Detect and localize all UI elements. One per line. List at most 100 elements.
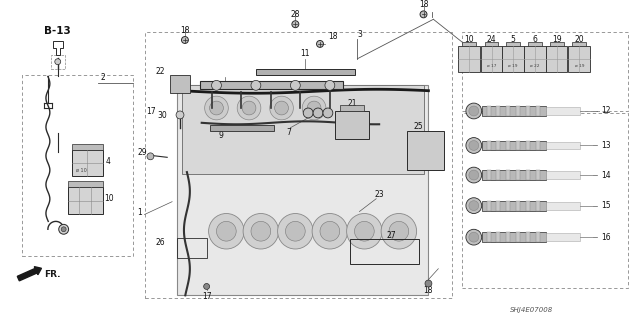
Bar: [482, 232, 546, 242]
Text: 11: 11: [300, 49, 310, 58]
Text: 10: 10: [104, 194, 114, 203]
Circle shape: [204, 284, 209, 289]
Text: 29: 29: [138, 148, 147, 157]
Bar: [72, 151, 103, 176]
Bar: [68, 181, 103, 187]
Bar: [177, 238, 207, 258]
Circle shape: [312, 213, 348, 249]
Bar: [528, 42, 542, 46]
Bar: [462, 32, 628, 111]
Circle shape: [466, 137, 482, 153]
Text: 12: 12: [601, 107, 611, 115]
Text: 30: 30: [157, 111, 167, 120]
Circle shape: [212, 80, 221, 90]
Circle shape: [291, 80, 300, 90]
Bar: [506, 232, 510, 242]
Bar: [526, 106, 530, 116]
Circle shape: [317, 41, 323, 48]
Text: FR.: FR.: [44, 270, 60, 279]
Bar: [407, 131, 444, 170]
Text: 1: 1: [137, 208, 142, 217]
Circle shape: [307, 101, 321, 115]
Bar: [546, 171, 580, 179]
Bar: [526, 232, 530, 242]
Bar: [482, 141, 546, 151]
Circle shape: [325, 80, 335, 90]
Bar: [536, 106, 540, 116]
Circle shape: [466, 167, 482, 183]
Circle shape: [469, 141, 479, 151]
Bar: [506, 106, 510, 116]
Bar: [68, 187, 103, 214]
Circle shape: [251, 221, 271, 241]
Bar: [506, 141, 510, 151]
Circle shape: [176, 111, 184, 119]
Bar: [340, 105, 364, 111]
Text: 15: 15: [601, 201, 611, 210]
Bar: [568, 46, 590, 71]
Bar: [486, 232, 490, 242]
Bar: [200, 81, 342, 89]
Text: 2: 2: [100, 73, 106, 82]
Text: 20: 20: [575, 34, 584, 43]
Bar: [145, 32, 452, 298]
Text: 23: 23: [374, 190, 384, 199]
Circle shape: [469, 201, 479, 211]
Circle shape: [292, 21, 299, 28]
Bar: [486, 201, 490, 211]
Circle shape: [425, 280, 432, 287]
Text: 9: 9: [219, 131, 224, 140]
Bar: [526, 141, 530, 151]
Circle shape: [381, 213, 417, 249]
Circle shape: [285, 221, 305, 241]
Circle shape: [209, 101, 223, 115]
Circle shape: [469, 106, 479, 116]
Circle shape: [216, 221, 236, 241]
Text: 18: 18: [419, 0, 428, 9]
Text: B-13: B-13: [44, 26, 71, 36]
Circle shape: [147, 153, 154, 160]
Bar: [182, 85, 424, 174]
Bar: [526, 201, 530, 211]
Circle shape: [466, 103, 482, 119]
Bar: [462, 42, 476, 46]
Text: ø 17: ø 17: [487, 63, 496, 68]
Text: 13: 13: [601, 141, 611, 150]
Bar: [550, 42, 563, 46]
Text: 6: 6: [532, 34, 538, 43]
Bar: [486, 141, 490, 151]
Bar: [486, 106, 490, 116]
Bar: [482, 106, 546, 116]
Bar: [481, 46, 502, 71]
Bar: [51, 55, 65, 69]
Text: 8: 8: [223, 83, 228, 92]
Bar: [546, 233, 580, 241]
Bar: [349, 239, 419, 264]
Text: 10: 10: [464, 34, 474, 43]
Text: SHJ4E07008: SHJ4E07008: [510, 307, 554, 313]
Text: 24: 24: [487, 34, 497, 43]
Bar: [516, 170, 520, 180]
Circle shape: [242, 101, 256, 115]
Circle shape: [355, 221, 374, 241]
FancyArrow shape: [17, 267, 42, 281]
Bar: [546, 202, 580, 210]
Text: ø 10: ø 10: [76, 167, 87, 173]
Bar: [502, 46, 524, 71]
Bar: [546, 46, 568, 71]
Circle shape: [466, 198, 482, 213]
Bar: [506, 201, 510, 211]
Bar: [209, 125, 274, 131]
Bar: [526, 170, 530, 180]
Text: ø 19: ø 19: [575, 63, 584, 68]
Bar: [516, 106, 520, 116]
Circle shape: [237, 96, 261, 120]
Bar: [170, 76, 190, 93]
Circle shape: [61, 227, 66, 232]
Bar: [536, 232, 540, 242]
Bar: [22, 76, 132, 256]
Bar: [256, 69, 355, 76]
Bar: [506, 170, 510, 180]
Circle shape: [420, 11, 427, 18]
Text: 18: 18: [180, 26, 189, 35]
